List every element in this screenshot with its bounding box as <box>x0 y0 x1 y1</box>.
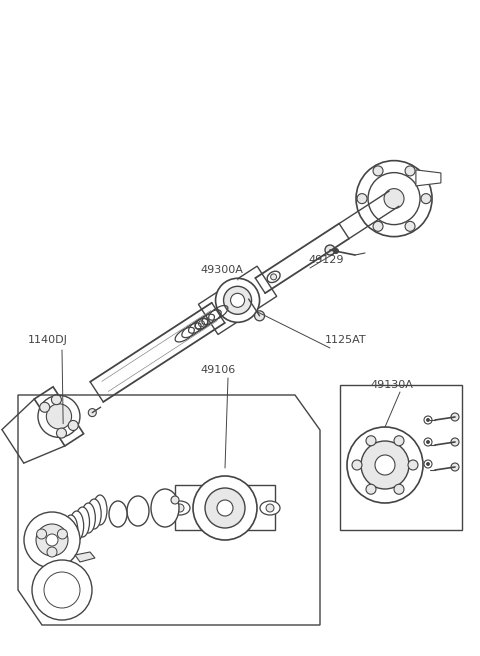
Text: 49106: 49106 <box>200 365 235 375</box>
Circle shape <box>427 419 430 422</box>
Circle shape <box>384 189 404 209</box>
Polygon shape <box>75 552 95 562</box>
Circle shape <box>193 476 257 540</box>
Circle shape <box>347 427 423 503</box>
Circle shape <box>47 547 57 557</box>
Circle shape <box>373 221 383 232</box>
Ellipse shape <box>64 515 78 545</box>
Circle shape <box>325 245 335 255</box>
Ellipse shape <box>75 507 89 537</box>
Circle shape <box>451 413 459 421</box>
Circle shape <box>356 161 432 237</box>
Ellipse shape <box>151 489 179 527</box>
Circle shape <box>405 166 415 176</box>
Circle shape <box>46 534 58 546</box>
Circle shape <box>51 395 61 405</box>
Ellipse shape <box>170 501 190 515</box>
Text: 1125AT: 1125AT <box>325 335 367 345</box>
Polygon shape <box>175 485 275 530</box>
Circle shape <box>352 460 362 470</box>
Circle shape <box>334 249 338 253</box>
Circle shape <box>427 440 430 443</box>
Circle shape <box>88 409 96 417</box>
Ellipse shape <box>70 511 84 541</box>
Ellipse shape <box>260 501 280 515</box>
Polygon shape <box>198 266 276 335</box>
Circle shape <box>24 512 80 568</box>
Circle shape <box>266 504 274 512</box>
Circle shape <box>357 194 367 203</box>
Ellipse shape <box>58 519 72 549</box>
Ellipse shape <box>195 318 208 329</box>
Circle shape <box>394 484 404 494</box>
Ellipse shape <box>127 496 149 526</box>
Circle shape <box>408 460 418 470</box>
Circle shape <box>216 278 260 322</box>
Circle shape <box>176 504 184 512</box>
Circle shape <box>171 496 179 504</box>
Circle shape <box>217 500 233 516</box>
Circle shape <box>57 428 67 438</box>
Circle shape <box>36 529 47 539</box>
Ellipse shape <box>87 499 101 529</box>
Circle shape <box>230 293 245 307</box>
Ellipse shape <box>93 495 107 525</box>
Text: 1140DJ: 1140DJ <box>28 335 68 345</box>
Circle shape <box>254 311 264 321</box>
Circle shape <box>40 402 50 412</box>
Circle shape <box>199 321 204 327</box>
Circle shape <box>271 274 276 280</box>
Text: 49130A: 49130A <box>370 380 413 390</box>
Circle shape <box>421 194 431 203</box>
Circle shape <box>366 484 376 494</box>
Circle shape <box>38 396 80 438</box>
Circle shape <box>405 221 415 232</box>
Circle shape <box>375 455 395 475</box>
Ellipse shape <box>267 271 280 283</box>
Circle shape <box>224 286 252 314</box>
Circle shape <box>394 436 404 445</box>
Circle shape <box>205 488 245 528</box>
Circle shape <box>47 404 72 429</box>
Text: 49129: 49129 <box>308 255 344 265</box>
Circle shape <box>451 438 459 446</box>
Ellipse shape <box>109 501 127 527</box>
Circle shape <box>36 524 68 556</box>
Ellipse shape <box>81 503 96 533</box>
Circle shape <box>58 529 67 539</box>
Circle shape <box>32 560 92 620</box>
Polygon shape <box>34 387 84 446</box>
Circle shape <box>366 436 376 445</box>
Circle shape <box>361 441 409 489</box>
Circle shape <box>427 462 430 466</box>
Circle shape <box>373 166 383 176</box>
Circle shape <box>368 173 420 224</box>
Circle shape <box>451 463 459 471</box>
Polygon shape <box>416 170 441 186</box>
Text: 49300A: 49300A <box>200 265 243 275</box>
Circle shape <box>68 420 78 430</box>
